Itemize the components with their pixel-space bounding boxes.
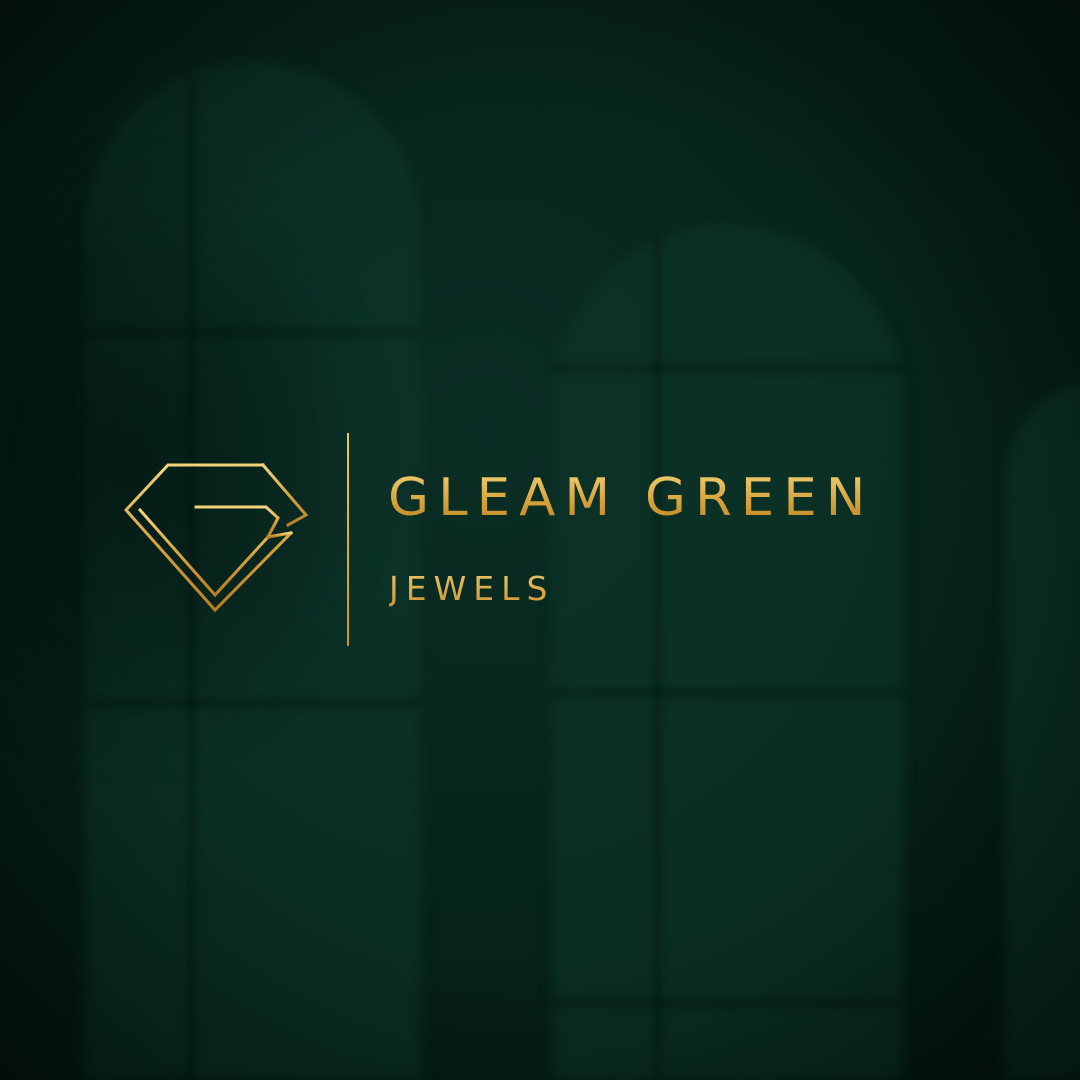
window-mullion	[553, 365, 903, 371]
brand-name: GLEAM GREEN	[388, 467, 875, 528]
vertical-divider	[347, 433, 349, 646]
brand-tagline: JEWELS	[389, 569, 555, 608]
window-mullion	[553, 690, 903, 696]
window-mullion	[655, 235, 661, 1080]
window-mullion	[553, 1000, 903, 1006]
gem-diamond-icon	[123, 462, 309, 613]
plant-shadow	[0, 150, 380, 770]
window-shadow-right	[1005, 380, 1080, 1080]
